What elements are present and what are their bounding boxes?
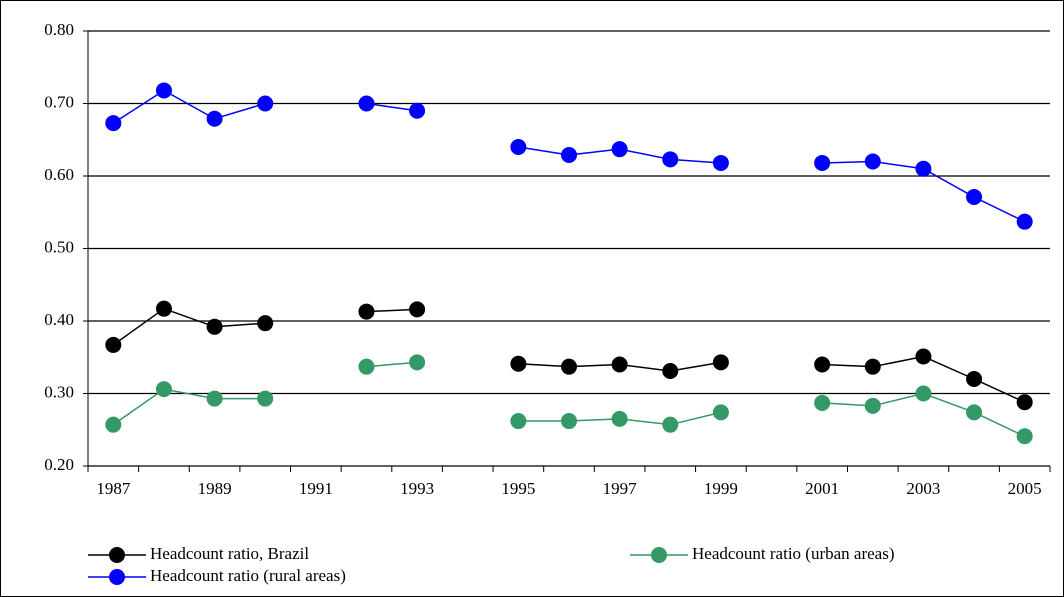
data-point <box>409 102 426 119</box>
data-point <box>864 153 881 170</box>
x-tick-label: 2005 <box>1008 479 1042 498</box>
data-point <box>611 356 628 373</box>
data-point <box>510 355 527 372</box>
series-line <box>112 89 1026 223</box>
data-point <box>155 82 172 99</box>
data-point <box>662 151 679 168</box>
data-point <box>257 390 274 407</box>
data-point <box>712 354 729 371</box>
x-tick-label: 1997 <box>603 479 638 498</box>
data-point <box>814 356 831 373</box>
data-point <box>611 410 628 427</box>
data-point <box>155 300 172 317</box>
legend-marker <box>109 569 125 585</box>
data-point <box>966 371 983 387</box>
data-point <box>257 95 274 112</box>
data-point <box>915 160 932 177</box>
series-line <box>112 361 1026 437</box>
x-tick-label: 1989 <box>198 479 232 498</box>
data-point <box>510 413 527 430</box>
data-point <box>206 390 223 407</box>
data-point <box>358 95 375 112</box>
x-tick-label: 2003 <box>906 479 940 498</box>
legend-marker <box>651 547 667 563</box>
x-tick-label: 1995 <box>501 479 535 498</box>
data-point <box>611 141 628 158</box>
data-point <box>561 146 577 163</box>
data-point <box>155 381 172 398</box>
data-point <box>561 413 577 430</box>
data-point <box>105 336 122 353</box>
data-point <box>814 154 831 171</box>
data-point <box>105 416 122 433</box>
legend-marker <box>109 547 125 563</box>
y-tick-label: 0.40 <box>44 310 74 329</box>
data-point <box>358 303 375 320</box>
data-point <box>409 301 426 318</box>
data-point <box>105 115 122 132</box>
x-tick-label: 1991 <box>299 479 333 498</box>
y-tick-label: 0.50 <box>44 237 74 256</box>
y-tick-label: 0.70 <box>44 92 74 111</box>
y-tick-label: 0.60 <box>44 165 74 184</box>
data-point <box>662 416 679 433</box>
series-line <box>112 307 1025 403</box>
y-tick-label: 0.20 <box>44 455 74 474</box>
data-point <box>1016 394 1033 411</box>
legend-label: Headcount ratio (urban areas) <box>692 544 894 563</box>
data-point <box>915 348 932 365</box>
data-point <box>864 358 881 375</box>
data-point <box>206 318 223 335</box>
data-point <box>966 189 983 206</box>
data-point <box>662 363 679 380</box>
data-point <box>257 315 274 332</box>
legend-label: Headcount ratio (rural areas) <box>150 566 346 585</box>
data-point <box>915 385 932 402</box>
y-tick-label: 0.80 <box>44 20 74 39</box>
data-point <box>510 139 527 155</box>
x-tick-label: 1993 <box>400 479 434 498</box>
legend-label: Headcount ratio, Brazil <box>150 544 309 563</box>
y-tick-label: 0.30 <box>44 382 74 401</box>
data-point <box>712 154 729 171</box>
data-point <box>1016 428 1033 445</box>
x-tick-label: 1999 <box>704 479 738 498</box>
data-point <box>712 404 729 421</box>
data-point <box>864 397 881 414</box>
data-point <box>814 394 831 411</box>
x-tick-label: 2001 <box>805 479 839 498</box>
data-point <box>206 110 223 127</box>
data-point <box>358 358 375 375</box>
data-point <box>1016 213 1033 230</box>
data-point <box>561 358 577 375</box>
data-point <box>409 354 426 371</box>
data-point <box>966 404 983 421</box>
x-tick-label: 1987 <box>96 479 131 498</box>
